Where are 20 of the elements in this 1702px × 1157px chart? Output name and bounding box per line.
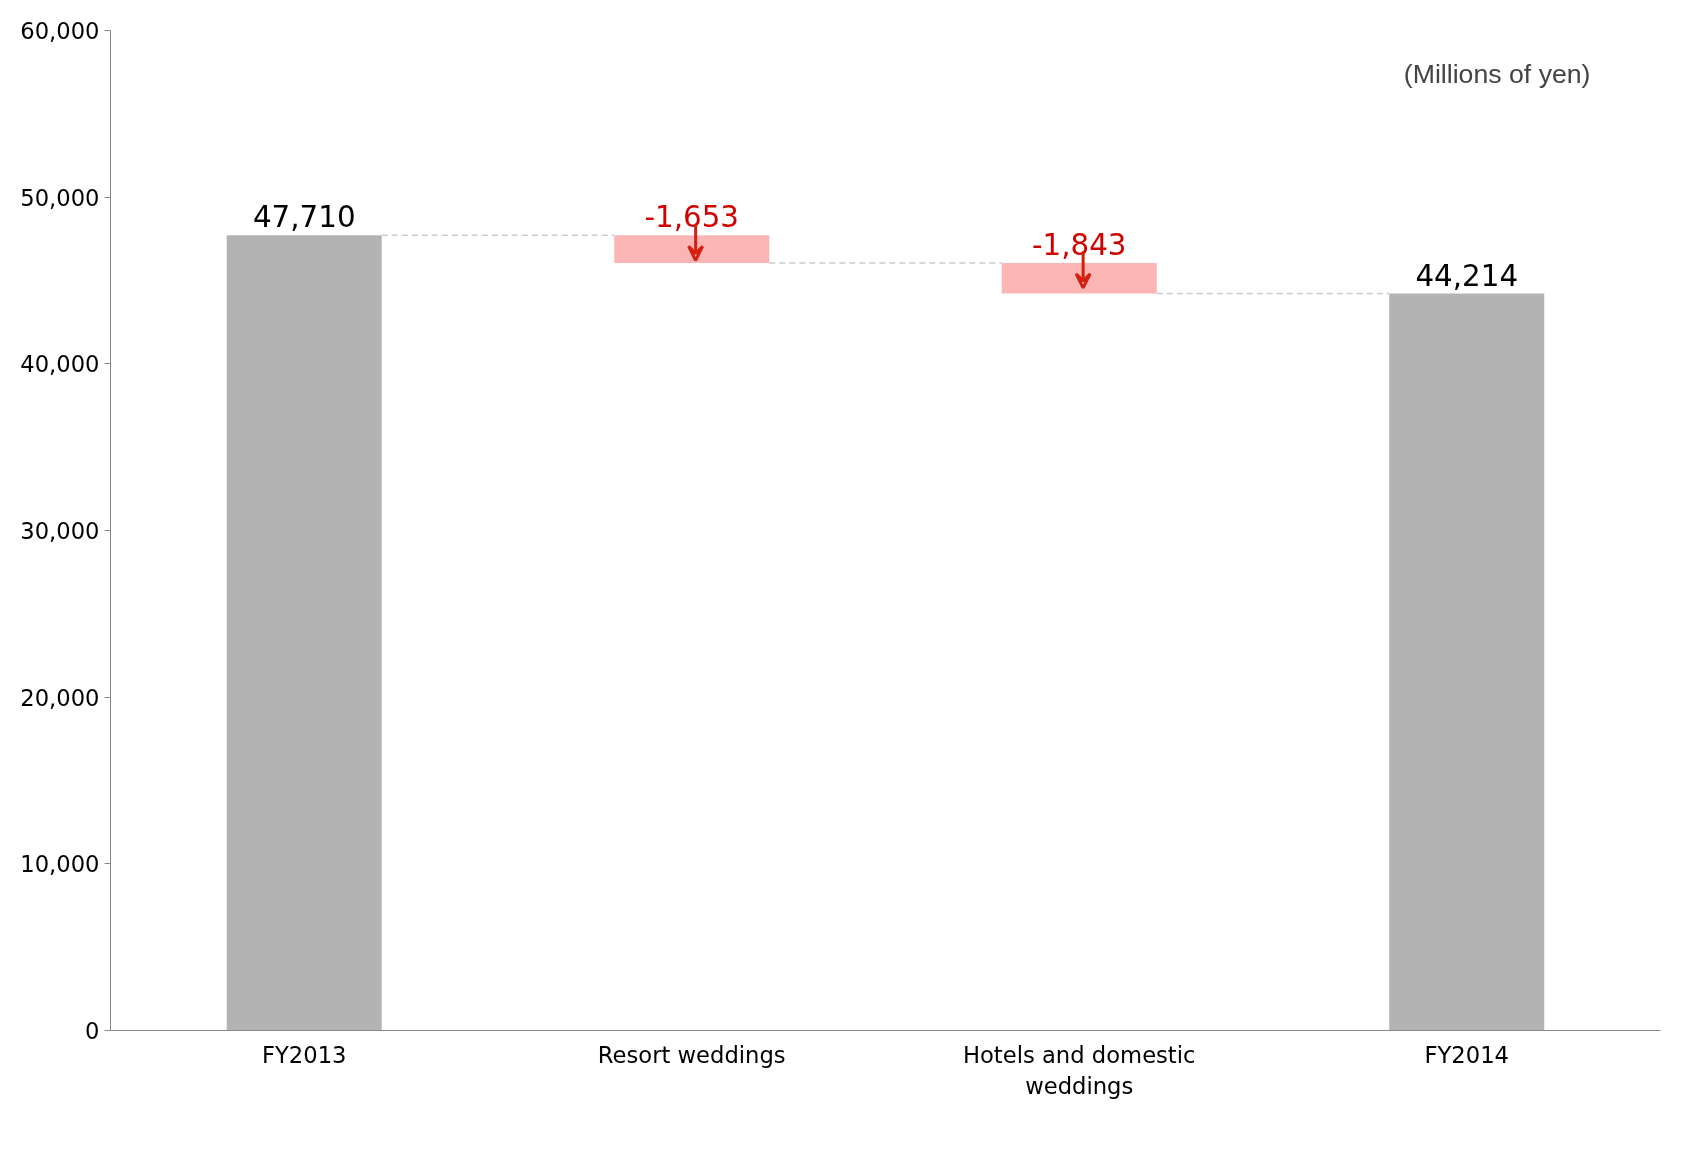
x-tick-label: Hotels and domestic weddings: [962, 1041, 1196, 1099]
bar: [614, 235, 770, 263]
y-tick-label: 40,000: [20, 351, 100, 378]
y-tick-label: 10,000: [20, 851, 100, 878]
annotation: (Millions of yen): [1403, 58, 1591, 89]
data-label: 44,214: [1415, 258, 1519, 293]
y-tick-label: 50,000: [20, 184, 100, 211]
y-tick-label: 20,000: [20, 684, 100, 711]
data-label: -1,843: [1031, 227, 1127, 262]
x-tick-label: Resort weddings: [597, 1041, 786, 1068]
bar: [226, 235, 382, 1031]
bar: [1001, 262, 1157, 294]
y-tick-label: 0: [85, 1018, 100, 1044]
y-tick-label: 60,000: [20, 18, 100, 44]
y-tick-label: 30,000: [20, 518, 100, 544]
x-tick-label: FY2013: [261, 1041, 347, 1068]
data-label: -1,653: [644, 200, 740, 235]
x-tick-label: FY2014: [1424, 1041, 1510, 1068]
bar: [1389, 293, 1545, 1031]
data-label: 47,710: [252, 200, 356, 235]
